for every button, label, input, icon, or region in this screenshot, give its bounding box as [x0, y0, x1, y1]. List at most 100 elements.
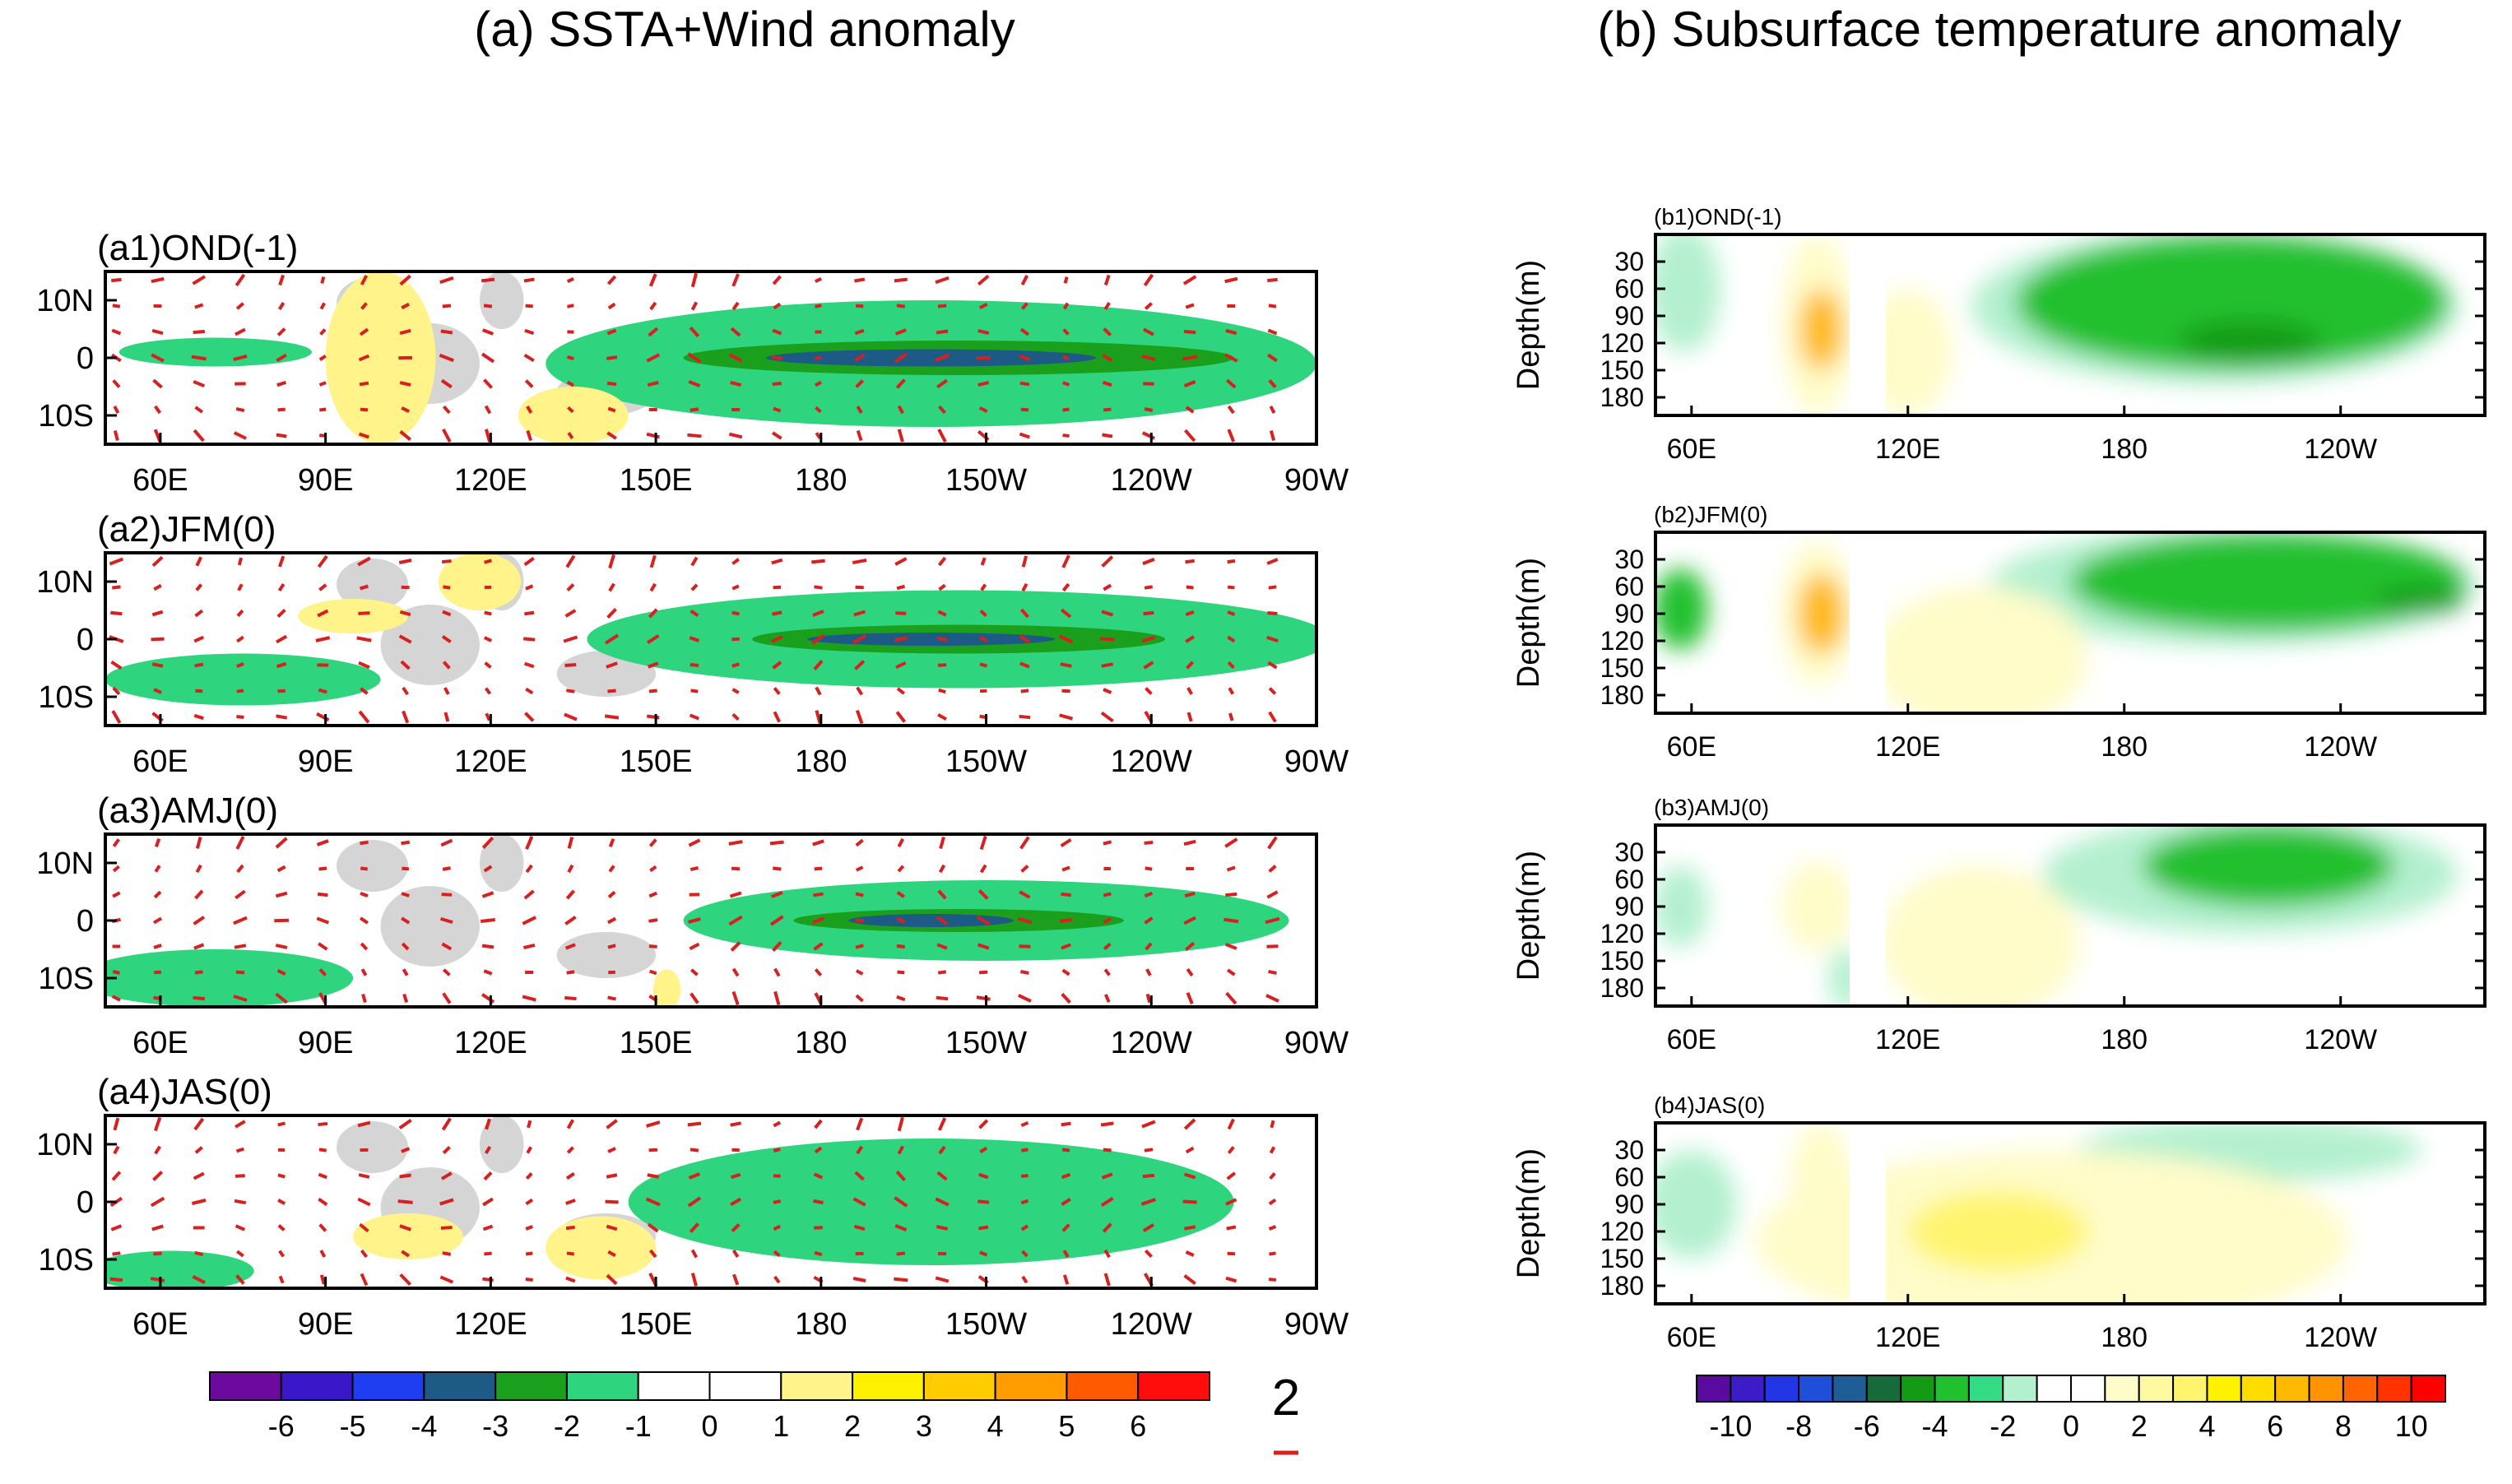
wind-arrow [358, 432, 369, 439]
wind-arrow [1061, 1198, 1071, 1206]
wind-arrow [484, 610, 492, 616]
cold-anomaly [2375, 587, 2465, 614]
wind-arrow [934, 353, 950, 363]
wind-arrow [728, 353, 743, 363]
depth-tick-label: 180 [1600, 680, 1644, 710]
wind-arrow [731, 558, 741, 565]
wind-arrow [646, 432, 660, 439]
warm-anomaly [1790, 1123, 1852, 1231]
wind-arrow [277, 302, 286, 310]
wind-arrow [398, 559, 412, 564]
wind-arrow [607, 995, 616, 1001]
lat-tick-label: 10S [38, 680, 94, 715]
wind-arrow [856, 1145, 864, 1155]
wind-arrow [1266, 558, 1279, 565]
wind-arrow [153, 688, 162, 694]
wind-arrow [318, 1172, 327, 1180]
colorbar-label: 10 [2395, 1409, 2428, 1443]
cold-anomaly [765, 349, 1097, 367]
wind-arrow [318, 942, 328, 951]
wind-arrow [772, 381, 782, 387]
wind-arrow [649, 582, 657, 592]
wind-arrow [442, 1251, 452, 1256]
wind-arrow [357, 556, 371, 567]
wind-arrow [151, 637, 165, 642]
wind-arrow [401, 840, 411, 846]
wind-arrow [567, 406, 574, 414]
wind-arrow [565, 554, 576, 568]
wind-arrow [648, 1249, 657, 1259]
wind-arrow [236, 609, 244, 618]
wind-arrow [1268, 1225, 1277, 1231]
wind-arrow [522, 995, 536, 1002]
wind-arrow [1142, 557, 1155, 566]
depth-tick-label: 150 [1600, 1244, 1644, 1273]
wind-arrow [193, 635, 205, 643]
wind-arrow [1225, 328, 1237, 336]
wind-arrow [1268, 969, 1277, 976]
wind-arrow [359, 381, 369, 387]
wind-arrow [690, 610, 699, 617]
wind-arrow [728, 915, 743, 926]
depth-tick-label: 30 [1614, 545, 1644, 574]
lat-tick-label: 10S [38, 1243, 94, 1278]
wind-arrow [937, 889, 947, 900]
wind-arrow [1225, 943, 1237, 950]
wind-arrow [606, 1173, 618, 1179]
lon-tick-label: 180 [795, 744, 847, 779]
wind-arrow [1265, 994, 1279, 1003]
wind-arrow [854, 277, 866, 283]
wind-arrow [977, 381, 990, 387]
wind-arrow [607, 944, 616, 949]
wind-arrow [731, 610, 740, 616]
wind-arrow [359, 584, 369, 591]
wind-arrow [1062, 434, 1070, 438]
wind-arrow [402, 686, 410, 696]
warm-anomaly [1880, 865, 2079, 1006]
wind-arrow [235, 406, 245, 413]
wind-arrow [193, 916, 206, 925]
wind-arrow [400, 660, 411, 670]
wind-arrow [1224, 837, 1238, 848]
wind-arrow [813, 1172, 824, 1180]
wind-arrow [607, 1147, 616, 1153]
wind-arrow [109, 557, 124, 566]
wind-arrow [976, 995, 991, 1001]
lon-tick-label: 60E [1667, 731, 1717, 763]
wind-arrow [1144, 1249, 1153, 1259]
wind-arrow [771, 558, 783, 565]
wind-arrow [1062, 302, 1070, 310]
lon-tick-label: 150W [945, 1307, 1027, 1342]
wind-arrow [1184, 1172, 1196, 1180]
colorbar-swatch [708, 1371, 782, 1401]
warm-anomaly [518, 387, 629, 444]
wind-arrow [192, 275, 207, 285]
wind-arrow [567, 304, 574, 308]
lon-tick-label: 120E [454, 744, 527, 779]
wind-arrow [1143, 661, 1154, 670]
wind-arrow [814, 1119, 823, 1129]
wind-arrow [607, 916, 617, 925]
wind-arrow [731, 688, 740, 694]
warm-anomaly [1781, 861, 1855, 952]
wind-arrow [1019, 944, 1031, 948]
wind-arrow [360, 687, 369, 695]
depth-axis-label: Depth(m) [1511, 851, 1546, 981]
wind-arrow [690, 407, 699, 412]
wind-arrow [894, 1224, 908, 1231]
wind-arrow [154, 1145, 161, 1155]
wind-arrow [1103, 1148, 1112, 1152]
wind-arrow [1185, 610, 1195, 617]
wind-arrow [856, 406, 863, 414]
wind-arrow [439, 276, 454, 285]
wind-arrow [235, 635, 244, 643]
wind-arrow [978, 970, 988, 975]
colorbar-swatch [1832, 1375, 1868, 1403]
colorbar-swatch [2376, 1375, 2412, 1403]
wind-arrow [565, 1171, 575, 1180]
wind-arrow [606, 328, 617, 336]
wind-arrow [358, 354, 370, 362]
wind-arrow [855, 969, 864, 976]
depth-tick-label: 30 [1614, 247, 1644, 276]
wind-arrow [771, 635, 783, 643]
